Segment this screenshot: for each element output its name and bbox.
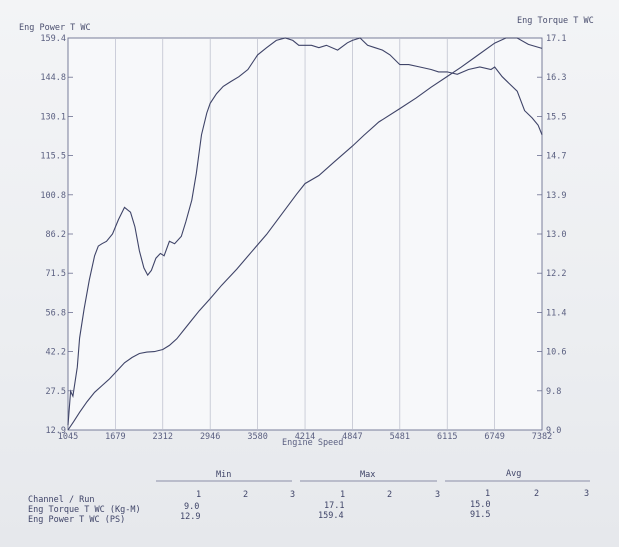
left-tick-label: 144.8 [40, 73, 66, 83]
power-max-value: 159.4 [318, 511, 344, 521]
run-number: 2 [243, 490, 248, 500]
right-tick-label: 15.5 [546, 112, 566, 122]
x-tick-label: 6749 [484, 432, 504, 442]
x-tick-label: 4214 [295, 432, 315, 442]
left-tick-label: 130.1 [40, 112, 66, 122]
left-tick-label: 115.5 [40, 152, 66, 162]
x-tick-label: 5481 [390, 432, 410, 442]
left-tick-label: 100.8 [40, 191, 66, 201]
left-tick-label: 159.4 [40, 34, 66, 44]
run-number: 2 [534, 489, 539, 499]
row-label-power: Eng Power T WC (PS) [28, 515, 125, 525]
left-tick-label: 12.9 [46, 426, 66, 436]
right-tick-label: 9.0 [546, 426, 561, 436]
group-header-min: Min [216, 470, 231, 480]
left-tick-label: 42.2 [46, 348, 66, 358]
power-line [67, 37, 543, 431]
channel-run-header: Channel / Run [28, 495, 95, 505]
x-tick-label: 6115 [437, 432, 457, 442]
torque-line [67, 37, 543, 426]
run-number: 3 [290, 490, 295, 500]
x-tick-label: 2946 [200, 432, 220, 442]
x-tick-label: 1045 [58, 432, 78, 442]
right-tick-label: 12.2 [546, 269, 566, 279]
torque-min-value: 9.0 [184, 502, 199, 512]
run-number: 2 [387, 490, 392, 500]
torque-avg-value: 15.0 [470, 500, 490, 510]
right-tick-label: 13.9 [546, 191, 566, 201]
left-tick-label: 86.2 [46, 230, 66, 240]
x-tick-label: 4847 [342, 432, 362, 442]
right-tick-label: 11.4 [546, 308, 566, 318]
right-axis-title: Eng Torque T WC [517, 16, 594, 26]
left-tick-label: 27.5 [46, 387, 66, 397]
power-avg-value: 91.5 [470, 510, 490, 520]
right-tick-label: 9.8 [546, 387, 561, 397]
x-tick-label: 1679 [105, 432, 125, 442]
x-tick-label: 2312 [153, 432, 173, 442]
power-min-value: 12.9 [180, 512, 200, 522]
left-tick-label: 71.5 [46, 269, 66, 279]
right-tick-label: 17.1 [546, 34, 566, 44]
x-axis-title: Engine Speed [282, 438, 343, 448]
right-tick-label: 14.7 [546, 152, 566, 162]
row-label-torque: Eng Torque T WC (Kg-M) [28, 505, 141, 515]
group-header-avg: Avg [506, 469, 521, 479]
right-tick-label: 10.6 [546, 348, 566, 358]
left-tick-label: 56.8 [46, 308, 66, 318]
run-number: 3 [435, 490, 440, 500]
torque-max-value: 17.1 [324, 501, 344, 511]
x-tick-label: 3580 [247, 432, 267, 442]
run-number: 3 [584, 489, 589, 499]
run-number: 1 [196, 490, 201, 500]
right-tick-label: 16.3 [546, 73, 566, 83]
right-tick-label: 13.0 [546, 230, 566, 240]
run-number: 1 [340, 490, 345, 500]
group-header-max: Max [360, 470, 375, 480]
left-axis-title: Eng Power T WC [19, 23, 91, 33]
x-tick-label: 7382 [532, 432, 552, 442]
run-number: 1 [485, 489, 490, 499]
